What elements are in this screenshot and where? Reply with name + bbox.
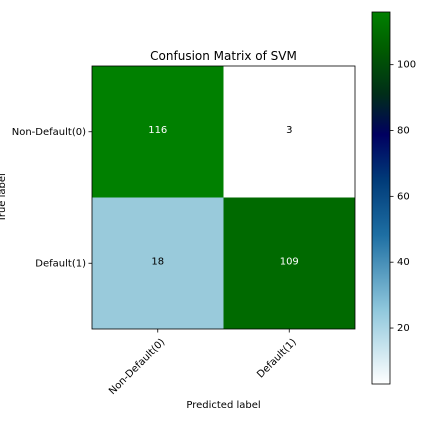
cell-value-label: 3 (286, 125, 292, 136)
cell-value-label: 18 (151, 256, 164, 267)
colorbar-tick-label: 20 (397, 323, 410, 334)
x-tick-label: Default(1) (255, 337, 299, 381)
y-tick-label: Non-Default(0) (12, 127, 86, 138)
y-tick-label: Default(1) (35, 258, 86, 269)
heatmap-cells: 116 3 18 109 (92, 66, 355, 329)
y-axis-ticks: Non-Default(0) Default(1) (12, 127, 92, 270)
colorbar-gradient (372, 12, 390, 384)
colorbar-tick-label: 40 (397, 257, 410, 268)
x-tick-label: Non-Default(0) (107, 337, 167, 397)
colorbar: 20 40 60 80 100 (372, 12, 416, 384)
colorbar-tick-label: 100 (397, 60, 416, 71)
cell-value-label: 116 (148, 125, 167, 136)
cell-value-label: 109 (280, 256, 299, 267)
x-axis-ticks: Non-Default(0) Default(1) (107, 329, 299, 397)
colorbar-ticks: 20 40 60 80 100 (390, 60, 416, 334)
chart-title: Confusion Matrix of SVM (150, 49, 297, 63)
x-axis-label: Predicted label (186, 400, 260, 411)
y-axis-label: True label (0, 173, 8, 223)
colorbar-tick-label: 80 (397, 126, 410, 137)
colorbar-tick-label: 60 (397, 191, 410, 202)
